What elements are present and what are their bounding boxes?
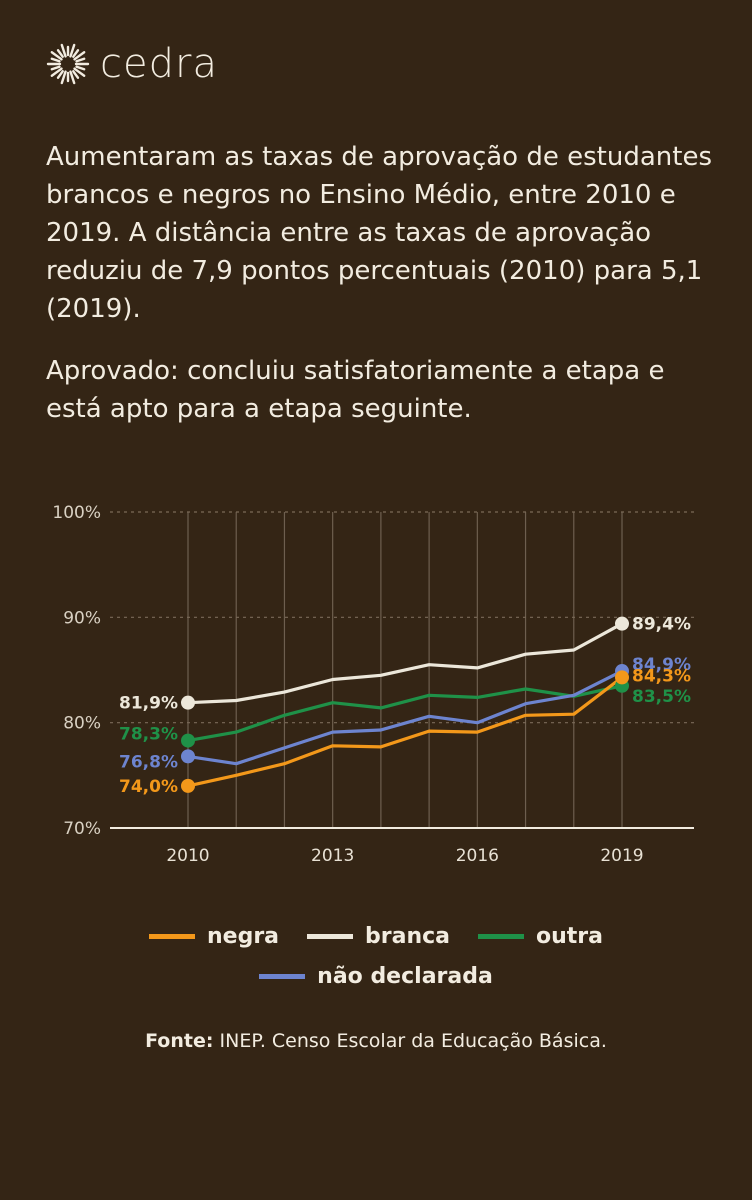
legend-label-negra: negra	[206, 923, 280, 949]
legend-swatch-outra	[478, 933, 525, 939]
data-label: 83,5%	[632, 687, 691, 707]
legend-swatch-negra	[148, 933, 195, 939]
x-tick-label: 2013	[311, 846, 354, 866]
subline: Aprovado: concluiu satisfatoriamente a e…	[46, 356, 665, 424]
legend-label-branca: branca	[365, 923, 451, 949]
legend-item-nao-declarada: não declarada	[259, 964, 493, 989]
y-tick-label: 70%	[63, 819, 101, 839]
series-line-negra	[186, 675, 624, 788]
start-point-outra	[181, 733, 195, 748]
start-point-não-declarada	[181, 749, 195, 764]
headline: Aumentaram as taxas de aprovação de estu…	[46, 142, 712, 324]
legend-label-outra: outra	[536, 923, 604, 949]
series-line-outra	[186, 684, 624, 743]
source-note: Fonte: INEP. Censo Escolar da Educação B…	[0, 1030, 752, 1052]
x-tick-label: 2016	[456, 846, 499, 866]
source-text: INEP. Censo Escolar da Educação Básica.	[219, 1030, 607, 1052]
data-label: 74,0%	[119, 777, 178, 797]
y-tick-label: 80%	[63, 714, 101, 734]
series-line-branca	[186, 622, 624, 705]
x-tick-label: 2019	[600, 846, 643, 866]
y-tick-label: 90%	[63, 608, 101, 628]
data-label: 81,9%	[119, 694, 178, 714]
brand-name: cedra	[100, 41, 218, 87]
legend-row: negra branca outra	[0, 916, 752, 956]
line-chart: 70% 80% 90% 100% 2010 2013 2016 2019 81,9% 89,4% 7…	[52, 503, 694, 866]
series-line-não-declarada	[186, 669, 624, 766]
brand-logo: cedra	[46, 42, 218, 86]
data-label: 89,4%	[632, 615, 691, 635]
data-label: 76,8%	[119, 752, 178, 772]
legend-row: não declarada	[0, 956, 752, 996]
data-label: 84,9%	[632, 655, 691, 675]
legend-item-negra: negra	[148, 923, 280, 949]
chart-legend: negra branca outra não declarada	[0, 916, 752, 996]
start-point-branca	[181, 695, 195, 710]
data-label: 84,3%	[632, 666, 691, 686]
legend-label-nao-declarada: não declarada	[317, 963, 493, 989]
legend-item-outra: outra	[478, 924, 603, 949]
end-point-branca	[615, 616, 629, 631]
data-label: 78,3%	[119, 725, 178, 745]
y-tick-label: 100%	[52, 503, 101, 523]
legend-swatch-branca	[307, 933, 354, 939]
source-label: Fonte:	[145, 1030, 214, 1052]
end-point-negra	[615, 670, 629, 685]
legend-item-branca: branca	[307, 924, 450, 949]
start-point-negra	[181, 778, 195, 793]
legend-swatch-nao-declarada	[259, 973, 306, 979]
x-tick-label: 2010	[166, 846, 209, 866]
sun-icon	[46, 43, 90, 85]
